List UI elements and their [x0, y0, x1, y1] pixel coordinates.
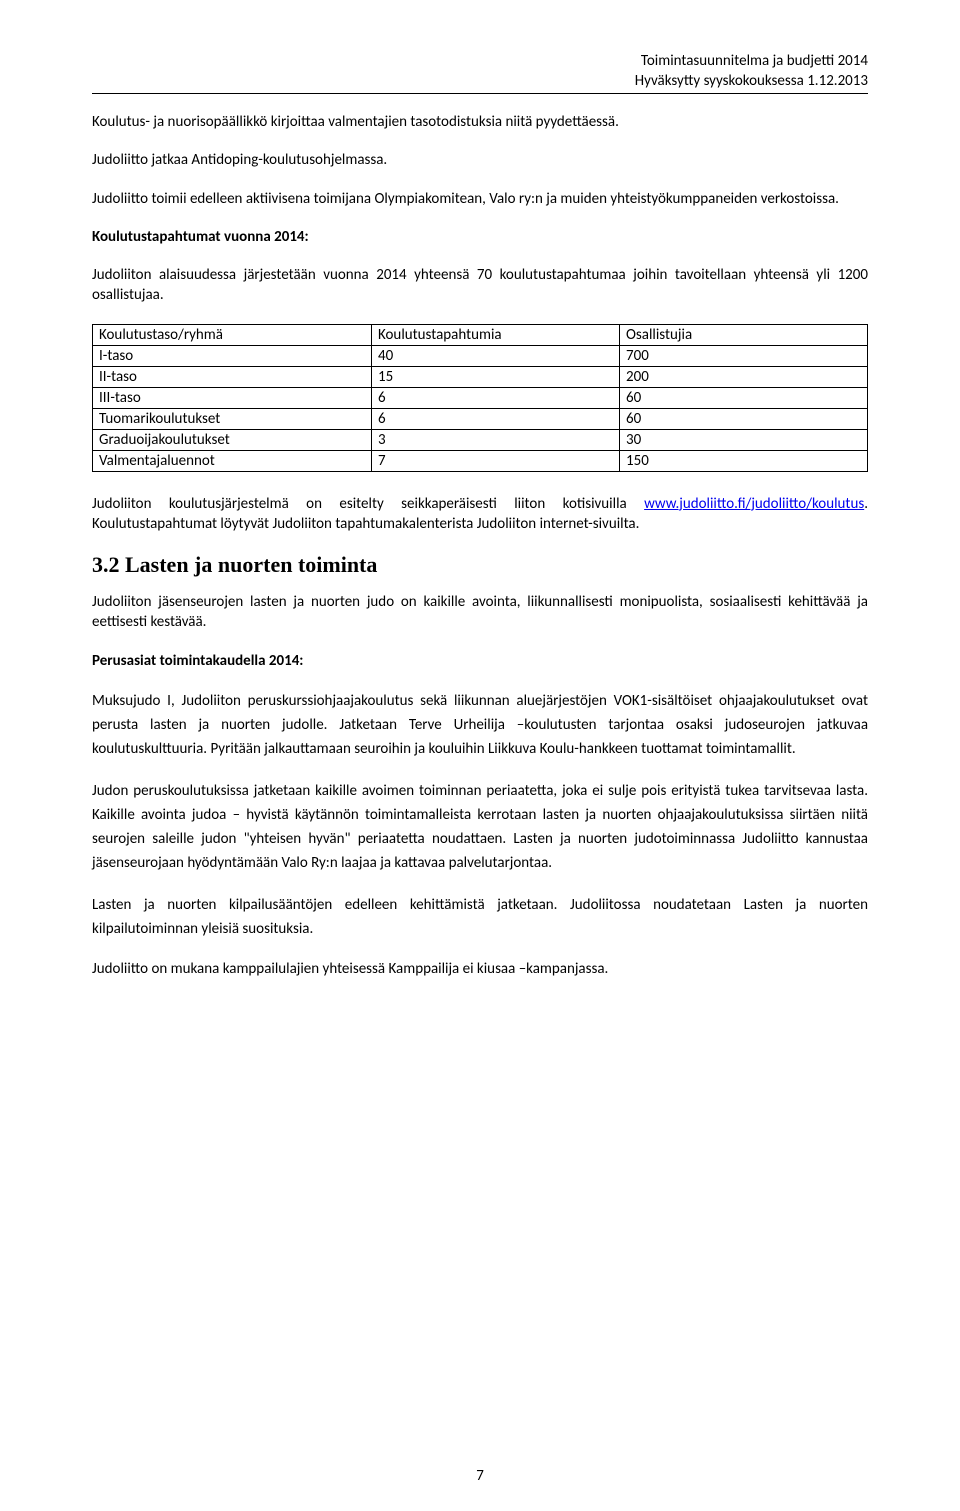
- paragraph-5: Judoliiton alaisuudessa järjestetään vuo…: [92, 265, 868, 306]
- paragraph-1: Koulutus- ja nuorisopäällikkö kirjoittaa…: [92, 112, 868, 132]
- table-cell: Valmentajaluennot: [93, 450, 372, 471]
- paragraph-9: Muksujudo I, Judoliiton peruskurssiohjaa…: [92, 689, 868, 761]
- header-rule: [92, 93, 868, 94]
- section-heading-3-2: 3.2 Lasten ja nuorten toiminta: [92, 552, 868, 578]
- table-row: III-taso 6 60: [93, 387, 868, 408]
- table-cell: II-taso: [93, 366, 372, 387]
- table-cell: 3: [372, 429, 620, 450]
- subheading-perusasiat: Perusasiat toimintakaudella 2014:: [92, 651, 868, 671]
- table-cell: 6: [372, 387, 620, 408]
- table-header-cell: Koulutustaso/ryhmä: [93, 324, 372, 345]
- paragraph-2: Judoliitto jatkaa Antidoping-koulutusohj…: [92, 150, 868, 170]
- header-line-1: Toimintasuunnitelma ja budjetti 2014: [92, 52, 868, 72]
- table-cell: I-taso: [93, 345, 372, 366]
- table-cell: 60: [620, 408, 868, 429]
- header-line-2: Hyväksytty syyskokouksessa 1.12.2013: [92, 72, 868, 92]
- table-header-cell: Koulutustapahtumia: [372, 324, 620, 345]
- table-cell: 200: [620, 366, 868, 387]
- table-header-cell: Osallistujia: [620, 324, 868, 345]
- table-cell: 15: [372, 366, 620, 387]
- paragraph-6: Judoliiton koulutusjärjestelmä on esitel…: [92, 494, 868, 535]
- paragraph-6-pre: Judoliiton koulutusjärjestelmä on esitel…: [92, 495, 644, 513]
- table-cell: Tuomarikoulutukset: [93, 408, 372, 429]
- table-row: Valmentajaluennot 7 150: [93, 450, 868, 471]
- table-cell: 60: [620, 387, 868, 408]
- document-page: Toimintasuunnitelma ja budjetti 2014 Hyv…: [0, 0, 960, 1511]
- koulutus-table: Koulutustaso/ryhmä Koulutustapahtumia Os…: [92, 324, 868, 472]
- paragraph-12: Judoliitto on mukana kamppailulajien yht…: [92, 959, 868, 979]
- table-cell: Graduoijakoulutukset: [93, 429, 372, 450]
- table-cell: III-taso: [93, 387, 372, 408]
- table-cell: 30: [620, 429, 868, 450]
- table-row: I-taso 40 700: [93, 345, 868, 366]
- table-cell: 150: [620, 450, 868, 471]
- paragraph-3: Judoliitto toimii edelleen aktiivisena t…: [92, 189, 868, 209]
- table-row: Tuomarikoulutukset 6 60: [93, 408, 868, 429]
- paragraph-11: Lasten ja nuorten kilpailusääntöjen edel…: [92, 893, 868, 941]
- page-number: 7: [0, 1467, 960, 1485]
- table-cell: 6: [372, 408, 620, 429]
- table-row: II-taso 15 200: [93, 366, 868, 387]
- koulutus-link[interactable]: www.judoliitto.fi/judoliitto/koulutus: [644, 495, 864, 513]
- table-header-row: Koulutustaso/ryhmä Koulutustapahtumia Os…: [93, 324, 868, 345]
- paragraph-7: Judoliiton jäsenseurojen lasten ja nuort…: [92, 592, 868, 633]
- paragraph-10: Judon peruskoulutuksissa jatketaan kaiki…: [92, 779, 868, 875]
- table-row: Graduoijakoulutukset 3 30: [93, 429, 868, 450]
- table-cell: 40: [372, 345, 620, 366]
- table-cell: 700: [620, 345, 868, 366]
- subheading-koulutustapahtumat: Koulutustapahtumat vuonna 2014:: [92, 227, 868, 247]
- page-header: Toimintasuunnitelma ja budjetti 2014 Hyv…: [92, 52, 868, 91]
- table-cell: 7: [372, 450, 620, 471]
